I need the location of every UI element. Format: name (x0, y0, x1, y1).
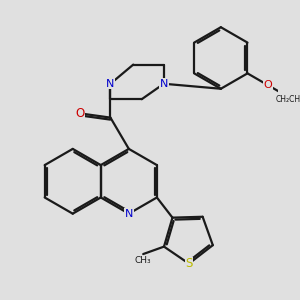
Text: N: N (160, 79, 168, 89)
Text: O: O (76, 107, 85, 120)
Text: CH₂CH₃: CH₂CH₃ (276, 94, 300, 103)
Text: N: N (106, 79, 115, 89)
Text: S: S (185, 257, 193, 270)
Text: N: N (124, 209, 133, 219)
Text: CH₃: CH₃ (135, 256, 152, 265)
Text: O: O (264, 80, 273, 90)
